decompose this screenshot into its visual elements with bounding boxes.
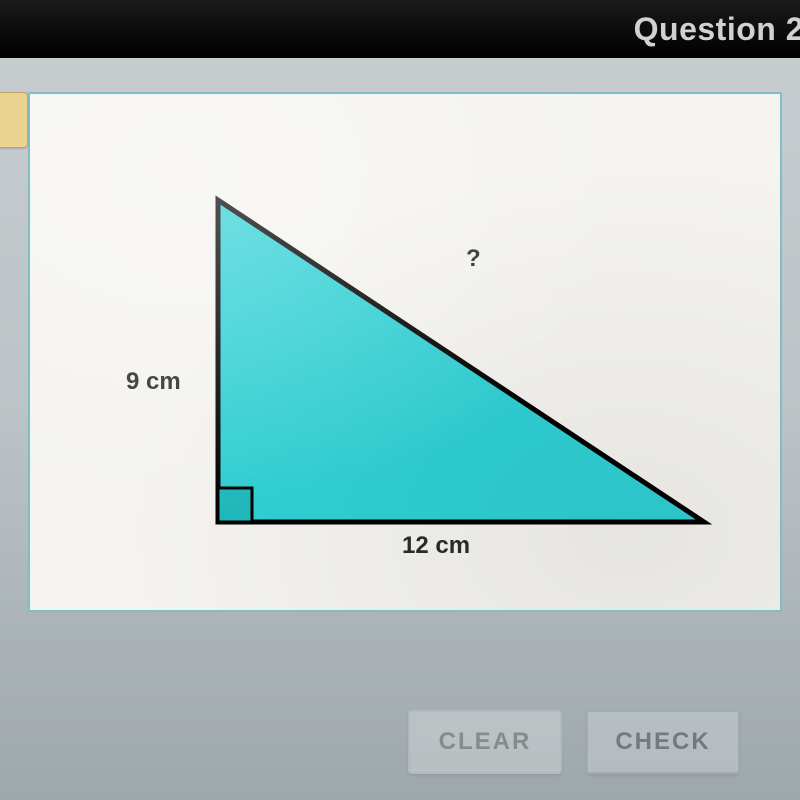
button-row: CLEAR CHECK	[408, 710, 740, 774]
clear-button[interactable]: CLEAR	[408, 710, 562, 774]
triangle-svg-wrap: 9 cm 12 cm ?	[90, 140, 730, 560]
triangle-svg	[90, 140, 730, 560]
right-angle-marker	[218, 488, 252, 522]
diagram-card-wrap: 9 cm 12 cm ?	[28, 92, 782, 612]
header-bar: Question 2	[0, 0, 800, 58]
left-tab[interactable]	[0, 92, 28, 148]
triangle-shape	[218, 200, 704, 522]
diagram-card: 9 cm 12 cm ?	[28, 92, 782, 612]
label-hypotenuse: ?	[466, 245, 481, 273]
question-title: Question 2	[634, 11, 800, 48]
content-area: 9 cm 12 cm ? CLEAR CHECK	[0, 58, 800, 800]
check-button[interactable]: CHECK	[586, 710, 740, 774]
label-left-side: 9 cm	[126, 368, 181, 396]
label-bottom-side: 12 cm	[402, 532, 470, 560]
